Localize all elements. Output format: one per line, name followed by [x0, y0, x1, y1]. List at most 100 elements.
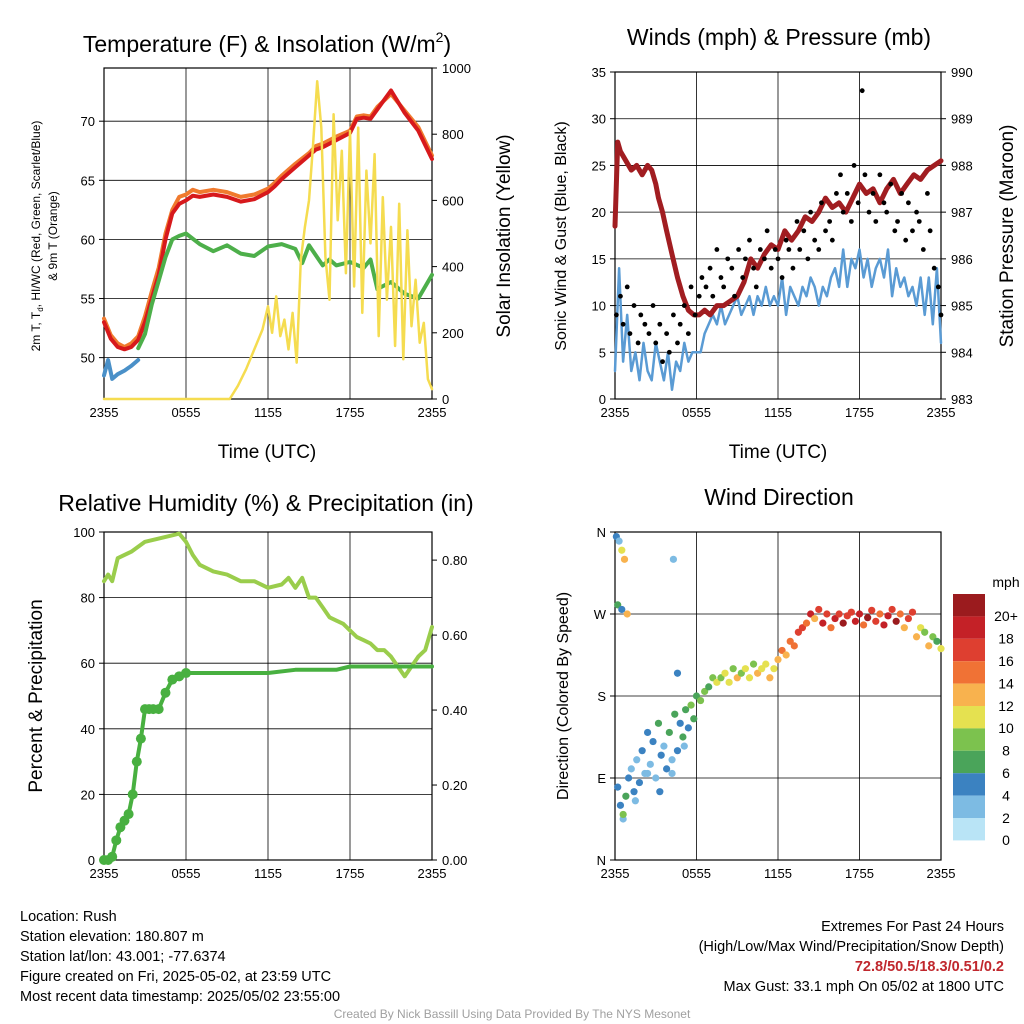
winds-gust-point [703, 284, 709, 290]
direction-point [855, 610, 864, 618]
direction-ytick-label: N [597, 525, 606, 540]
direction-point [900, 624, 908, 632]
winds-gust-point [714, 247, 720, 252]
winds-gust-point [650, 303, 656, 308]
temperature-xtick-label: 2355 [418, 405, 447, 420]
winds-gust-point [888, 181, 894, 187]
temperature-ytick-label: 70 [81, 114, 95, 129]
winds-gust-point [729, 265, 735, 271]
direction-point [687, 701, 695, 709]
winds-xtick-label: 1755 [845, 405, 874, 420]
winds-xtick-label: 2355 [927, 405, 956, 420]
winds-y2tick-label: 989 [951, 112, 973, 127]
max-gust: Max Gust: 33.1 mph On 05/02 at 1800 UTC [723, 979, 1004, 995]
direction-point [644, 769, 652, 778]
direction-point [859, 621, 868, 629]
direction-point [782, 651, 790, 659]
temperature-y2tick-label: 1000 [442, 61, 471, 76]
colorbar-label: 10 [998, 720, 1014, 736]
direction-point [656, 788, 664, 796]
winds-gust-point [696, 293, 702, 299]
winds-y2tick-label: 985 [951, 299, 973, 314]
winds-gust-point [794, 219, 800, 224]
winds-gust-point [764, 228, 770, 234]
direction-point [864, 614, 872, 622]
winds-gust-point [757, 247, 763, 252]
extremes-legend: (High/Low/Max Wind/Precipitation/Snow De… [698, 939, 1004, 955]
winds-gust-point [688, 284, 694, 290]
temperature-y2tick-label: 800 [442, 127, 464, 142]
winds-gust-point [938, 312, 944, 318]
direction-point [912, 633, 921, 641]
colorbar-label: 20+ [994, 608, 1018, 624]
winds-gust-point [768, 265, 774, 271]
winds-y2tick-label: 987 [951, 205, 973, 220]
winds-gust-point [783, 237, 789, 243]
direction-point [921, 628, 929, 636]
direction-ytick-label: S [597, 689, 606, 704]
extremes-values: 72.8/50.5/18.3/0.51/0.2 [854, 959, 1004, 975]
direction-point [790, 642, 798, 650]
humidity-precip-point [111, 835, 122, 846]
colorbar-label: 4 [1002, 787, 1010, 803]
temperature-frame [103, 67, 433, 400]
station-location: Location: Rush [20, 909, 117, 925]
winds-gust-point [631, 303, 637, 308]
winds-series-wind [613, 248, 943, 391]
direction-point [823, 610, 831, 618]
winds-y2tick-label: 986 [951, 252, 973, 267]
direction-point [802, 619, 811, 627]
humidity-xtick-label: 2355 [418, 866, 447, 881]
direction-point [657, 751, 665, 759]
winds-gust-point [685, 331, 691, 336]
winds-gust-point [851, 163, 857, 168]
humidity-y2tick-label: 0.20 [442, 778, 467, 793]
humidity-frame [103, 531, 433, 861]
winds-gust-point [751, 265, 756, 271]
temperature-xtick-label: 1755 [336, 405, 365, 420]
winds-ytick-label: 0 [599, 392, 606, 407]
winds-gust-point [910, 228, 915, 234]
direction-ytick-label: E [597, 771, 606, 786]
humidity-ylabel-left: Percent & Precipitation [26, 599, 47, 792]
direction-point [872, 617, 880, 625]
station-elevation: Station elevation: 180.807 m [20, 929, 204, 945]
direction-xtick-label: 1155 [764, 866, 792, 881]
direction-xtick-label: 2355 [601, 866, 630, 881]
winds-gust-point [881, 200, 887, 206]
direction-point [623, 610, 631, 618]
winds-gust-point [613, 312, 619, 318]
direction-point [696, 696, 705, 705]
direction-point [690, 715, 698, 723]
winds-gust-point [710, 293, 716, 299]
temperature-ytick-label: 50 [81, 351, 95, 366]
winds-gust-point [925, 191, 930, 196]
winds-gust-point [931, 265, 937, 271]
direction-point [705, 683, 713, 691]
temperature-xtick-label: 1155 [254, 405, 282, 420]
direction-point [649, 737, 657, 746]
direction-point [671, 710, 679, 718]
colorbar-label: 16 [998, 653, 1014, 669]
colorbar-swatch [953, 594, 985, 617]
temperature-series-temp_2m [102, 88, 434, 352]
direction-point [635, 778, 644, 787]
direction-point [618, 605, 626, 614]
humidity-precip-point [135, 733, 146, 744]
direction-title: Wind Direction [704, 484, 854, 510]
winds-gust-point [914, 209, 919, 215]
humidity-precip-point [127, 789, 138, 800]
humidity-precip-point [131, 756, 142, 767]
direction-ylabel-left: Direction (Colored By Speed) [555, 592, 572, 800]
direction-point [630, 788, 638, 796]
winds-y2tick-label: 990 [951, 65, 973, 80]
winds-ylabel-right: Station Pressure (Maroon) [997, 125, 1018, 348]
direction-point [762, 660, 770, 668]
direction-point [673, 747, 682, 755]
winds-ytick-label: 30 [592, 112, 606, 127]
winds-gust-point [718, 275, 724, 280]
temperature-y2tick-label: 400 [442, 260, 464, 275]
winds-gust-point [899, 191, 905, 196]
winds-gust-point [627, 331, 633, 336]
colorbar-label: 2 [1002, 810, 1010, 826]
